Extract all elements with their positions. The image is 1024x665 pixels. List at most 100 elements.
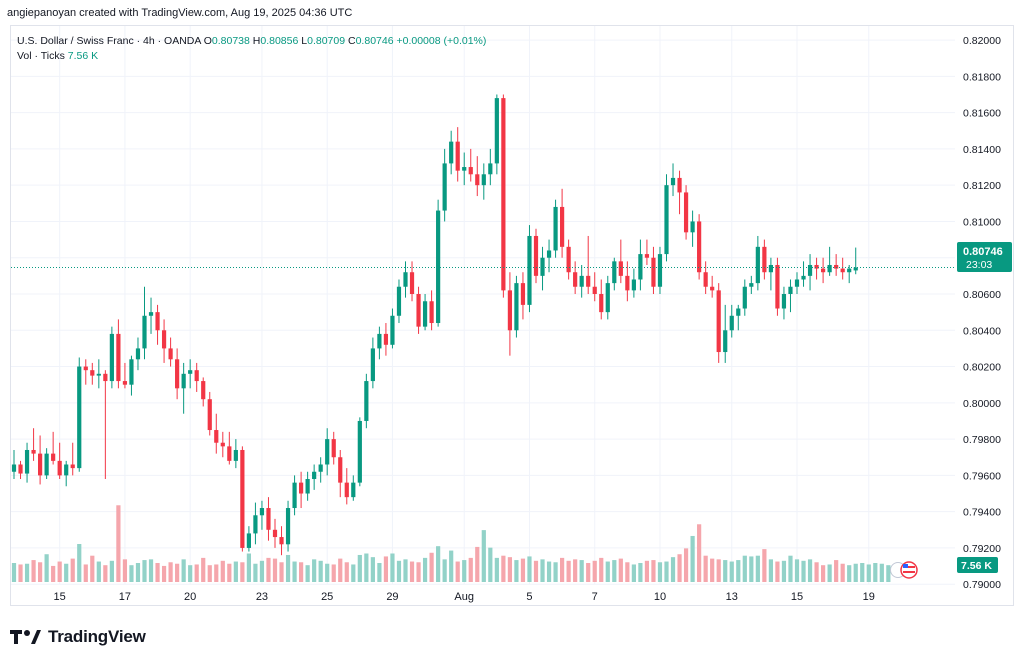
candle-body bbox=[272, 529, 278, 538]
volume-badge-bg bbox=[957, 557, 998, 573]
candle-body bbox=[749, 283, 754, 287]
candle-body bbox=[827, 264, 832, 273]
candle-body bbox=[821, 268, 826, 273]
tradingview-logo[interactable]: TradingView bbox=[10, 627, 146, 647]
volume-bar bbox=[253, 563, 258, 582]
legend-volume-label[interactable]: Vol · Ticks bbox=[17, 50, 65, 62]
candle-body bbox=[422, 301, 428, 327]
volume-bar bbox=[64, 563, 69, 582]
volume-bar bbox=[618, 558, 623, 582]
legend-low-value: 0.80709 bbox=[307, 35, 346, 47]
candle-body bbox=[618, 261, 623, 276]
volume-bar bbox=[801, 560, 806, 582]
candle-body bbox=[142, 315, 147, 349]
candle-body bbox=[161, 330, 167, 349]
candle-body bbox=[651, 257, 656, 287]
candle-body bbox=[690, 221, 695, 233]
axis-badges: 0.80746 23:03 7.56 K bbox=[890, 242, 1012, 579]
volume-bar bbox=[840, 563, 845, 582]
candle-body bbox=[312, 471, 317, 480]
volume-bar bbox=[553, 562, 558, 582]
price-tick-label: 0.79000 bbox=[963, 579, 1001, 591]
candle-body bbox=[475, 174, 480, 186]
volume-bar bbox=[292, 561, 297, 582]
volume-bar bbox=[318, 560, 323, 582]
candle-body bbox=[612, 261, 617, 284]
volume-bar bbox=[540, 559, 545, 582]
legend-close-label: C bbox=[348, 35, 356, 47]
candle-body bbox=[207, 399, 212, 431]
candle-body bbox=[285, 508, 291, 545]
volume-bar bbox=[416, 562, 421, 582]
volume-bar bbox=[377, 563, 382, 582]
candle-body bbox=[175, 359, 180, 389]
candle-body bbox=[44, 453, 49, 476]
candle-body bbox=[560, 206, 565, 247]
volume-bar bbox=[331, 564, 336, 582]
legend-open-label: O bbox=[203, 35, 212, 47]
price-tick-label: 0.82000 bbox=[963, 35, 1001, 47]
volume-bar bbox=[285, 554, 291, 582]
candle-body bbox=[220, 442, 225, 447]
candle-body bbox=[586, 275, 591, 287]
volume-bar bbox=[762, 549, 767, 582]
candle-body bbox=[214, 430, 219, 443]
candle-body bbox=[736, 308, 741, 316]
price-badge-bg bbox=[957, 242, 1012, 272]
volume-bar bbox=[579, 560, 584, 582]
tradingview-logo-icon bbox=[10, 630, 41, 644]
candle-body bbox=[338, 457, 343, 483]
legend-symbol[interactable]: U.S. Dollar / Swiss Franc · 4h · OANDA bbox=[17, 35, 201, 47]
legend-low-label: L bbox=[301, 35, 308, 47]
volume-bar bbox=[866, 564, 871, 582]
volume-bar bbox=[246, 553, 251, 582]
candle-body bbox=[514, 283, 519, 331]
candle-body bbox=[122, 381, 128, 385]
candle-body bbox=[416, 294, 421, 327]
candles bbox=[11, 94, 858, 556]
candle-body bbox=[729, 315, 734, 331]
candle-body bbox=[24, 449, 30, 474]
candle-body bbox=[801, 275, 806, 280]
volume-bar bbox=[455, 561, 460, 582]
price-tick-label: 0.79600 bbox=[963, 470, 1001, 482]
volume-bar bbox=[592, 560, 597, 582]
volume-bar bbox=[879, 563, 884, 582]
volume-bar bbox=[233, 561, 238, 582]
volume-bar bbox=[436, 546, 441, 582]
volume-bar bbox=[644, 560, 650, 582]
candle-body bbox=[599, 294, 604, 313]
price-tick-label: 0.79200 bbox=[963, 543, 1001, 555]
volume-bar bbox=[488, 547, 493, 582]
candle-body bbox=[768, 264, 773, 273]
volume-bar bbox=[716, 559, 721, 582]
candle-body bbox=[51, 453, 56, 461]
volume-bar bbox=[24, 563, 30, 582]
price-badge-countdown: 23:03 bbox=[966, 259, 992, 271]
candle-body bbox=[494, 98, 499, 164]
volume-bar bbox=[481, 530, 486, 582]
time-axis[interactable]: 15 17 20 23 25 29 Aug 5 7 10 13 15 19 bbox=[54, 591, 875, 603]
event-icons[interactable] bbox=[890, 561, 918, 579]
volume-bar bbox=[70, 558, 75, 582]
candle-body bbox=[657, 254, 663, 287]
volume-bar bbox=[873, 563, 878, 582]
volume-bar bbox=[710, 558, 715, 582]
candle-body bbox=[442, 163, 447, 211]
candle-body bbox=[677, 177, 682, 193]
price-axis[interactable]: 0.82000 0.81800 0.81600 0.81400 0.81200 0.810… bbox=[963, 35, 1001, 591]
candle-body bbox=[853, 267, 858, 271]
volume-bar bbox=[38, 562, 43, 582]
volume-bar bbox=[723, 560, 728, 582]
candle-body bbox=[834, 264, 839, 269]
volume-bar bbox=[475, 546, 480, 582]
candle-body bbox=[103, 373, 108, 382]
volume-bar bbox=[90, 555, 95, 582]
candle-body bbox=[351, 482, 356, 498]
volume-bar bbox=[383, 556, 389, 582]
candlestick-chart[interactable]: 0.82000 0.81800 0.81600 0.81400 0.81200 0.810… bbox=[0, 0, 1024, 610]
volume-bar bbox=[142, 560, 147, 582]
volume-bar bbox=[768, 559, 773, 582]
chart-legend: U.S. Dollar / Swiss Franc · 4h · OANDA O… bbox=[17, 34, 486, 64]
price-tick-label: 0.80600 bbox=[963, 289, 1001, 301]
